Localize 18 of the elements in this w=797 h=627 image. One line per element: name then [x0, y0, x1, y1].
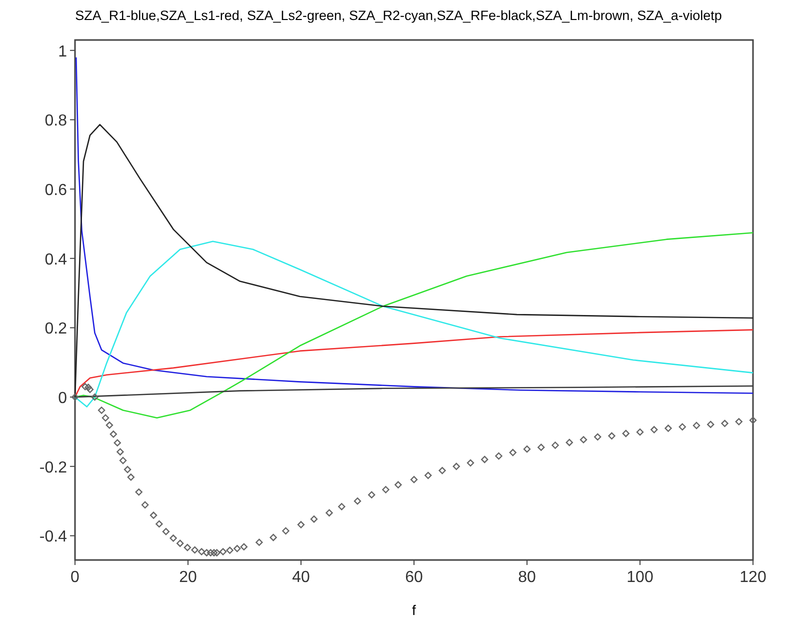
- x-tick-label: 80: [518, 569, 536, 586]
- y-tick-label: 0.8: [44, 112, 68, 130]
- y-tick-label: 1: [58, 43, 68, 60]
- line-series: [75, 56, 754, 394]
- x-tick-label: 60: [405, 569, 423, 586]
- y-tick-label: -0.2: [39, 459, 68, 476]
- x-axis-title: f: [412, 602, 416, 618]
- x-tick-label: 20: [179, 569, 197, 586]
- x-tick-label: 40: [292, 569, 310, 586]
- x-tick-label: 0: [70, 569, 80, 586]
- x-tick-label: 100: [626, 569, 654, 586]
- x-tick-label: 120: [740, 569, 766, 586]
- y-tick-label: -0.4: [39, 528, 68, 546]
- y-tick-label: 0: [58, 390, 68, 408]
- y-tick-label: 0.4: [44, 251, 68, 268]
- y-tick-label: 0.2: [44, 320, 68, 338]
- y-tick-label: 0.6: [44, 182, 68, 200]
- chart-title: SZA_R1-blue,SZA_Ls1-red, SZA_Ls2-green, SZA_R2-cyan,SZA_RFe-black,SZA_Lm-brown, SZA_a-violetp: [75, 8, 722, 23]
